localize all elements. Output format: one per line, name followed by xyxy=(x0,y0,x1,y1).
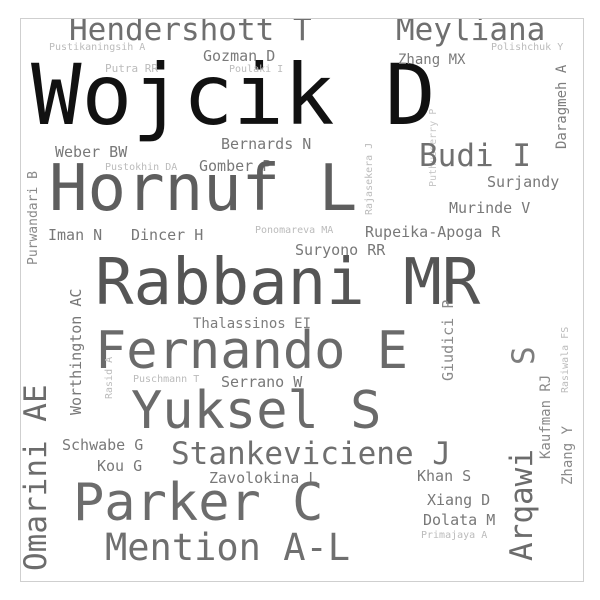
word-hornuf-l: Hornuf L xyxy=(49,152,358,226)
word-arqawi: Arqawi xyxy=(504,449,540,561)
word-budi-i: Budi I xyxy=(419,138,531,174)
word-kaufman-rj: Kaufman RJ xyxy=(538,374,554,459)
word-zavolokina-l: Zavolokina L xyxy=(209,469,318,487)
word-iman-n: Iman N xyxy=(48,226,103,244)
word-rupeika-apoga-r: Rupeika-Apoga R xyxy=(365,223,501,241)
word-polishchuk-y: Polishchuk Y xyxy=(491,42,564,53)
word-omarini-ae: Omarini AE xyxy=(20,384,54,571)
word-putra-rr: Putra RR xyxy=(105,62,158,75)
word-rasid-a: Rasid A xyxy=(104,356,115,399)
word-mention-a-l: Mention A-L xyxy=(105,526,351,569)
word-murinde-v: Murinde V xyxy=(449,199,531,217)
word-weber-bw: Weber BW xyxy=(55,143,128,161)
word-zhang-mx: Zhang MX xyxy=(398,52,466,68)
word-dolata-m: Dolata M xyxy=(423,511,496,529)
word-hendershott-t: Hendershott T xyxy=(69,18,312,48)
word-dincer-h: Dincer H xyxy=(131,226,204,244)
word-rajasekera-j: Rajasekera J xyxy=(364,142,375,215)
word-puschmann-t: Puschmann T xyxy=(133,374,200,385)
word-pustokhin-da: Pustokhin DA xyxy=(105,162,178,173)
word-yuksel-s: Yuksel S xyxy=(131,381,382,441)
word-purwandari-b: Purwandari B xyxy=(26,171,41,265)
word-primajaya-a: Primajaya A xyxy=(421,530,488,541)
word-rasiwala-fs: Rasiwala FS xyxy=(560,326,571,393)
word-gozman-d: Gozman D xyxy=(203,47,276,65)
word-schwabe-g: Schwabe G xyxy=(62,436,144,454)
word-khan-s: Khan S xyxy=(417,467,472,485)
word-meyliana: Meyliana xyxy=(396,18,546,48)
word-poulaki-i: Poulaki I xyxy=(229,64,284,75)
word-cloud: Wojcik D Hendershott T Meyliana Pustikan… xyxy=(20,18,584,582)
word-pustikaningsih-a: Pustikaningsih A xyxy=(49,42,146,53)
word-parker-c: Parker C xyxy=(73,473,324,533)
word-xiang-d: Xiang D xyxy=(427,491,491,509)
word-wojcik-d: Wojcik D xyxy=(31,46,436,144)
word-zhang-y: Zhang Y xyxy=(560,425,576,485)
word-thalassinos-ei: Thalassinos EI xyxy=(193,316,312,332)
word-s-vertical: S xyxy=(506,346,542,365)
word-rabbani-mr: Rabbani MR xyxy=(95,246,481,320)
word-giudici-p: Giudici P xyxy=(439,299,457,381)
word-gomber-p: Gomber P xyxy=(199,157,272,175)
word-ponomareva-ma: Ponomareva MA xyxy=(255,225,334,236)
word-kou-g: Kou G xyxy=(97,457,143,475)
word-bernards-n: Bernards N xyxy=(221,135,312,153)
word-surjandy: Surjandy xyxy=(487,173,560,191)
word-fernando-e: Fernando E xyxy=(95,321,409,381)
word-worthington-ac: Worthington AC xyxy=(67,288,85,415)
word-serrano-w: Serrano W xyxy=(221,373,303,391)
word-daragmeh-a: Daragmeh A xyxy=(554,64,570,149)
word-stankeviciene-j: Stankeviciene J xyxy=(171,436,451,472)
word-suryono-rr: Suryono RR xyxy=(295,241,386,259)
